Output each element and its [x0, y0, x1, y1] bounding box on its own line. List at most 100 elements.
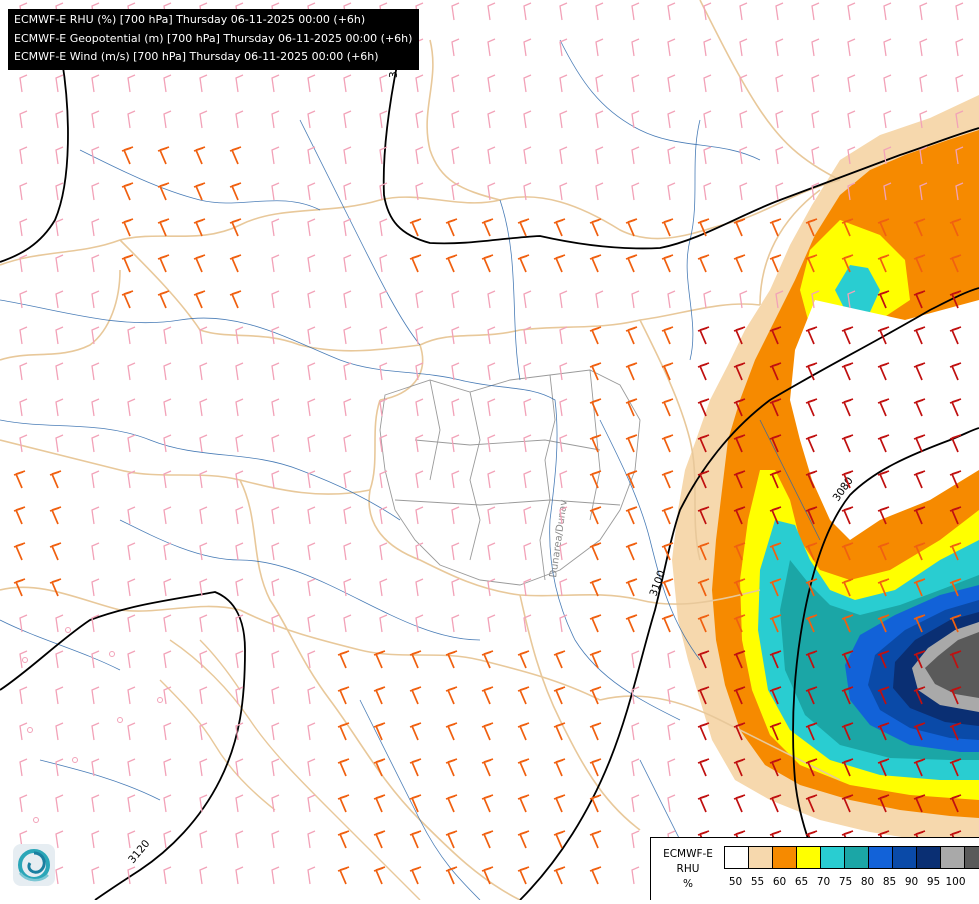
wind-barb	[919, 182, 928, 201]
wind-barb	[199, 722, 208, 741]
wind-barb	[697, 326, 710, 345]
wind-barb	[847, 290, 856, 309]
wind-barb	[631, 146, 640, 165]
wind-barb	[883, 182, 892, 201]
wind-barb	[949, 722, 962, 741]
wind-barb	[409, 650, 422, 669]
coastline	[159, 639, 421, 901]
wind-barb	[811, 74, 820, 93]
legend-swatch	[844, 846, 869, 869]
wind-barb	[559, 398, 568, 417]
wind-barb	[523, 470, 532, 489]
wind-barb	[307, 290, 316, 309]
wind-barb	[127, 326, 136, 345]
wind-barb	[949, 578, 962, 597]
wind-barb	[451, 362, 460, 381]
wind-barb	[373, 686, 386, 705]
wind-barb	[517, 650, 530, 669]
wind-barb	[805, 470, 818, 489]
wind-barb	[307, 254, 316, 273]
wind-barb	[697, 218, 710, 237]
wind-barb	[49, 578, 62, 597]
wind-barb	[379, 434, 388, 453]
wind-barb	[163, 470, 172, 489]
wind-barb	[487, 434, 496, 453]
wind-barb	[127, 758, 136, 777]
wind-barb	[595, 182, 604, 201]
wind-barb	[739, 74, 748, 93]
wind-barb	[343, 74, 352, 93]
wind-barb	[949, 506, 962, 525]
calm-wind-marker	[65, 627, 71, 633]
wind-barb	[451, 506, 460, 525]
wind-barb	[847, 182, 856, 201]
wind-barb	[91, 794, 100, 813]
wind-barb	[163, 686, 172, 705]
legend-tick-label: 70	[816, 876, 831, 888]
wind-barb	[55, 758, 64, 777]
wind-barb	[949, 254, 962, 273]
wind-barb	[373, 830, 386, 849]
wind-barb	[913, 326, 926, 345]
wind-barb	[199, 506, 208, 525]
wind-barb	[481, 218, 494, 237]
title-wind: ECMWF-E Wind (m/s) [700 hPa] Thursday 06…	[14, 50, 379, 63]
wind-barb	[307, 146, 316, 165]
wind-barb	[661, 434, 674, 453]
wind-barb	[487, 2, 496, 21]
wind-barb	[769, 434, 782, 453]
wind-barb	[487, 362, 496, 381]
wind-barb	[19, 110, 28, 129]
wind-barb	[163, 362, 172, 381]
wind-barb	[271, 218, 280, 237]
wind-barb	[343, 110, 352, 129]
wind-barb	[373, 650, 386, 669]
wind-barb	[661, 326, 674, 345]
wind-barb	[877, 542, 890, 561]
wind-barb	[157, 254, 170, 273]
wind-barb	[949, 218, 962, 237]
wind-barb	[913, 434, 926, 453]
wind-barb	[271, 794, 280, 813]
wind-barb	[847, 110, 856, 129]
wind-barb	[91, 686, 100, 705]
wind-barb	[127, 434, 136, 453]
wind-barb	[127, 506, 136, 525]
wind-barb	[559, 290, 568, 309]
wind-barb	[307, 650, 316, 669]
wind-barb	[697, 758, 710, 777]
wind-barb	[127, 578, 136, 597]
wind-barb	[523, 578, 532, 597]
wind-barb	[805, 542, 818, 561]
wind-barb	[949, 758, 962, 777]
wind-barb	[481, 866, 494, 885]
legend-swatch	[892, 846, 917, 869]
wind-barb	[481, 758, 494, 777]
wind-barb	[379, 614, 388, 633]
wind-barb	[697, 254, 710, 273]
wind-barb	[949, 434, 962, 453]
wind-barb	[337, 650, 350, 669]
wind-barb	[883, 110, 892, 129]
wind-barb	[775, 74, 784, 93]
wind-barb	[229, 254, 242, 273]
wind-barb	[841, 686, 854, 705]
wind-barb	[487, 398, 496, 417]
wind-barb	[661, 578, 674, 597]
wind-barb	[271, 290, 280, 309]
wind-barb	[163, 794, 172, 813]
wind-barb	[811, 290, 820, 309]
wind-barb	[409, 722, 422, 741]
wind-barb	[955, 110, 964, 129]
wind-barb	[199, 74, 208, 93]
wind-barb	[19, 290, 28, 309]
wind-barb	[805, 506, 818, 525]
wind-barb	[235, 542, 244, 561]
wind-barb	[91, 290, 100, 309]
wind-barb	[661, 506, 674, 525]
wind-barb	[193, 218, 206, 237]
wind-barb	[199, 362, 208, 381]
wind-barb	[589, 254, 602, 273]
wind-barb	[559, 614, 568, 633]
wind-barb	[337, 866, 350, 885]
